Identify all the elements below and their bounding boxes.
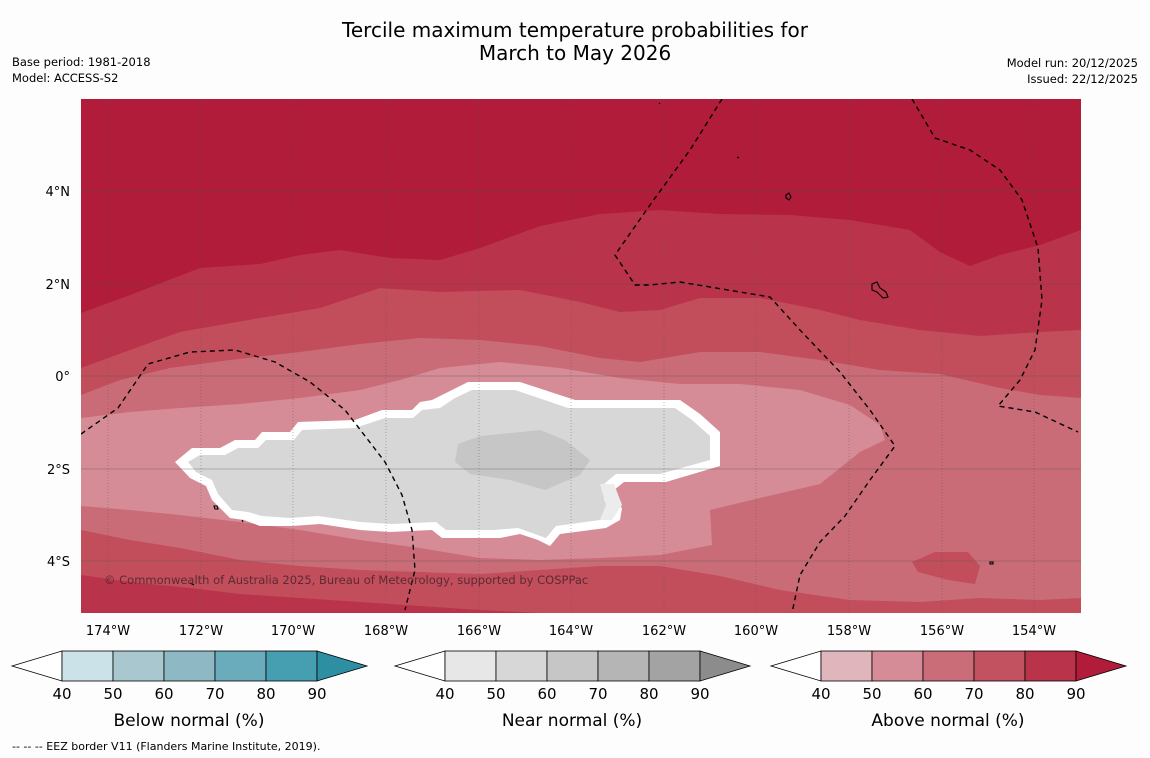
chart-title: Tercile maximum temperature probabilitie… <box>0 19 1150 65</box>
colorbars: 40 50 60 70 80 90 40 50 60 70 80 90 40 50 60 70 80 90 <box>10 650 1128 703</box>
colorbar-segment <box>444 650 497 682</box>
colorbar-title-below: Below normal (%) <box>114 711 265 731</box>
title-line-2: March to May 2026 <box>478 41 672 65</box>
lon-label: 162°W <box>642 624 686 639</box>
colorbar-segment <box>112 650 165 682</box>
lon-label: 158°W <box>827 624 871 639</box>
lon-label: 166°W <box>457 624 501 639</box>
colorbar-segment <box>871 650 924 682</box>
colorbar-extend-high <box>316 650 369 682</box>
islands <box>189 102 994 586</box>
colorbar-extend-high <box>1075 650 1128 682</box>
island <box>785 192 792 201</box>
colorbar-tick-label: 80 <box>256 685 275 703</box>
latitude-labels: 4°N 2°N 0° 2°S 4°S <box>46 185 71 570</box>
colorbar-tick-label: 50 <box>486 685 505 703</box>
island <box>189 582 195 586</box>
colorbar-tick-label: 50 <box>103 685 122 703</box>
colorbar-segment <box>546 650 599 682</box>
colorbar-tick-label: 40 <box>435 685 454 703</box>
colorbar-tick-label: 40 <box>811 685 830 703</box>
colorbar-tick-label: 80 <box>639 685 658 703</box>
colorbar-near-normal: 40 50 60 70 80 90 <box>393 650 752 703</box>
region-above-60-pocket <box>912 552 980 584</box>
colorbar-extend-high <box>699 650 752 682</box>
colorbar-title-near: Near normal (%) <box>502 711 642 731</box>
region-near-60 <box>455 430 590 490</box>
colorbar-segment <box>214 650 267 682</box>
probability-contours <box>81 99 1081 613</box>
colorbar-tick-label: 70 <box>964 685 983 703</box>
colorbar-tick-label: 70 <box>588 685 607 703</box>
colorbar-extend-low <box>769 650 822 682</box>
colorbar-tick-label: 70 <box>205 685 224 703</box>
colorbar-tick-label: 80 <box>1015 685 1034 703</box>
grid-lines <box>81 99 1081 613</box>
colorbar-segment <box>61 650 114 682</box>
island <box>736 156 740 159</box>
meta-right: Model run: 20/12/2025 Issued: 22/12/2025 <box>1007 55 1138 87</box>
lat-label: 4°N <box>46 185 71 200</box>
lon-label: 154°W <box>1012 624 1056 639</box>
island <box>989 561 994 565</box>
eez-border-east <box>911 99 1079 433</box>
colorbar-below-normal: 40 50 60 70 80 90 <box>10 650 369 703</box>
lon-label: 172°W <box>179 624 223 639</box>
model-name: Model: ACCESS-S2 <box>12 71 119 85</box>
lat-label: 4°S <box>47 555 70 570</box>
copyright-notice: © Commonwealth of Australia 2025, Bureau… <box>104 573 588 587</box>
island <box>213 505 219 510</box>
lon-label: 174°W <box>86 624 130 639</box>
meta-left: Base period: 1981-2018 Model: ACCESS-S2 <box>12 54 151 86</box>
colorbar-tick-label: 60 <box>154 685 173 703</box>
lon-label: 168°W <box>364 624 408 639</box>
eez-border-west <box>81 349 416 611</box>
island <box>241 519 244 523</box>
base-period: Base period: 1981-2018 <box>12 55 151 69</box>
lat-label: 2°S <box>47 463 70 478</box>
colorbar-tick-label: 50 <box>862 685 881 703</box>
colorbar-above-normal: 40 50 60 70 80 90 <box>769 650 1128 703</box>
region-near-40-tail <box>600 484 622 520</box>
lon-label: 160°W <box>734 624 778 639</box>
lon-label: 156°W <box>920 624 964 639</box>
lon-label: 170°W <box>271 624 315 639</box>
colorbar-tick-label: 90 <box>1066 685 1085 703</box>
colorbar-segment <box>495 650 548 682</box>
colorbar-segment <box>265 650 318 682</box>
issued-date: Issued: 22/12/2025 <box>1027 72 1138 86</box>
colorbar-segment <box>973 650 1026 682</box>
colorbar-tick-label: 90 <box>307 685 326 703</box>
colorbar-extend-low <box>393 650 446 682</box>
colorbar-tick-label: 90 <box>690 685 709 703</box>
colorbar-tick-label: 60 <box>537 685 556 703</box>
colorbar-segment <box>648 650 701 682</box>
colorbar-segment <box>163 650 216 682</box>
colorbar-extend-low <box>10 650 63 682</box>
title-line-1: Tercile maximum temperature probabilitie… <box>342 18 808 42</box>
eez-borders <box>81 99 1079 613</box>
colorbar-title-above: Above normal (%) <box>871 711 1024 731</box>
region-near-50 <box>188 390 710 538</box>
region-above-70-south <box>81 575 540 613</box>
colorbar-tick-label: 60 <box>913 685 932 703</box>
lon-label: 164°W <box>549 624 593 639</box>
colorbar-segment <box>922 650 975 682</box>
longitude-labels: 174°W 172°W 170°W 168°W 166°W 164°W 162°… <box>86 624 1056 639</box>
colorbar-tick-label: 40 <box>52 685 71 703</box>
colorbar-segment <box>820 650 873 682</box>
model-run: Model run: 20/12/2025 <box>1006 56 1138 70</box>
eez-border-central <box>614 99 896 613</box>
island <box>658 102 661 105</box>
region-above-60-south <box>81 530 1081 613</box>
footnote: -- -- -- EEZ border V11 (Flanders Marine… <box>12 740 321 753</box>
colorbar-segment <box>597 650 650 682</box>
lat-label: 2°N <box>46 278 71 293</box>
colorbar-segment <box>1024 650 1077 682</box>
island <box>871 281 889 299</box>
lat-label: 0° <box>55 370 70 385</box>
